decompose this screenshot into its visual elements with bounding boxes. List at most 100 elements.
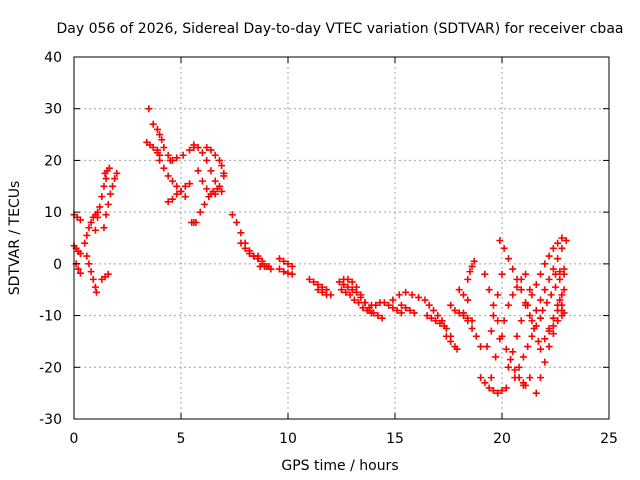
data-point [228,211,236,219]
data-point [89,275,97,283]
data-point [288,270,296,278]
chart-title: Day 056 of 2026, Sidereal Day-to-day VTE… [57,21,624,37]
series-pass-51 [524,234,566,309]
data-point [442,332,450,340]
data-point [466,268,474,276]
data-point [203,185,211,193]
series-pass-35 [397,301,418,317]
data-point [194,144,202,151]
data-point [201,200,209,208]
series-pass-56 [545,309,568,335]
data-point [218,187,226,195]
series-pass-20 [203,144,228,177]
data-point [344,275,352,283]
series-pass-55 [539,270,568,314]
tick-label-layer: 0 5 10 15 20 25 -30 -20 -10 0 10 20 30 40 [39,50,618,447]
data-point [85,224,93,232]
data-point [211,151,219,159]
data-point [517,317,525,325]
data-point [549,265,557,273]
series-pass-46 [487,270,530,382]
data-point [547,291,555,299]
data-point [477,343,485,351]
data-point [76,250,84,258]
data-point [524,301,532,309]
data-point [481,270,489,278]
data-point [352,288,360,296]
data-point [153,149,161,157]
data-point [361,299,369,307]
data-point [517,286,525,294]
series-pass-44 [481,270,527,389]
data-point [554,239,562,247]
data-point [406,306,414,314]
data-point [173,190,181,198]
data-point [100,224,108,232]
x-tick-label: 15 [386,431,404,447]
data-point [284,269,292,277]
data-point [318,288,326,296]
data-point [545,327,553,335]
data-point [241,244,249,252]
data-point [477,374,485,382]
data-point [196,208,204,216]
data-point [556,296,564,304]
plot-layer [70,105,570,397]
data-point [83,252,91,260]
data-point [528,332,536,340]
data-point [537,314,545,322]
data-point [554,301,562,309]
data-point [494,291,502,299]
data-point [198,149,206,157]
series-pass-10 [145,105,153,113]
data-point [153,125,161,133]
data-point [109,182,117,190]
data-point [357,293,365,301]
data-point [541,286,549,294]
series-pass-58 [554,286,568,309]
series-pass-19 [196,185,226,216]
y-tick-label: 40 [44,50,62,66]
data-point [425,301,433,309]
data-point [554,317,562,325]
data-point [513,332,521,340]
x-tick-label: 0 [70,431,79,447]
data-point [186,146,194,154]
data-point [415,293,423,301]
plot-frame [73,56,610,420]
series-pass-08 [98,270,112,283]
data-point [502,345,510,353]
data-point [436,319,444,327]
data-point [113,169,121,177]
data-point [164,198,172,206]
data-point [340,281,348,289]
data-point [102,175,110,183]
data-point [549,322,557,330]
data-point [280,257,288,265]
data-point [156,156,164,164]
data-point [513,275,521,283]
data-point [233,218,241,226]
data-point [74,265,82,273]
data-point [149,144,157,151]
data-point [489,312,497,320]
data-point [560,309,568,317]
data-point [265,262,273,270]
y-tick-label: -30 [39,412,62,428]
data-point [402,288,410,296]
x-tick-label: 20 [493,431,511,447]
data-point [485,384,493,392]
data-point [402,304,410,312]
data-point [423,312,431,320]
data-point [489,387,497,395]
data-point [389,296,397,304]
data-point [393,306,401,314]
series-pass-34 [389,288,423,304]
data-point [496,335,504,343]
data-point [537,345,545,353]
data-point [220,169,228,177]
data-point [177,187,185,195]
series-pass-43 [477,374,510,397]
data-point [87,268,95,276]
data-point [158,136,166,144]
